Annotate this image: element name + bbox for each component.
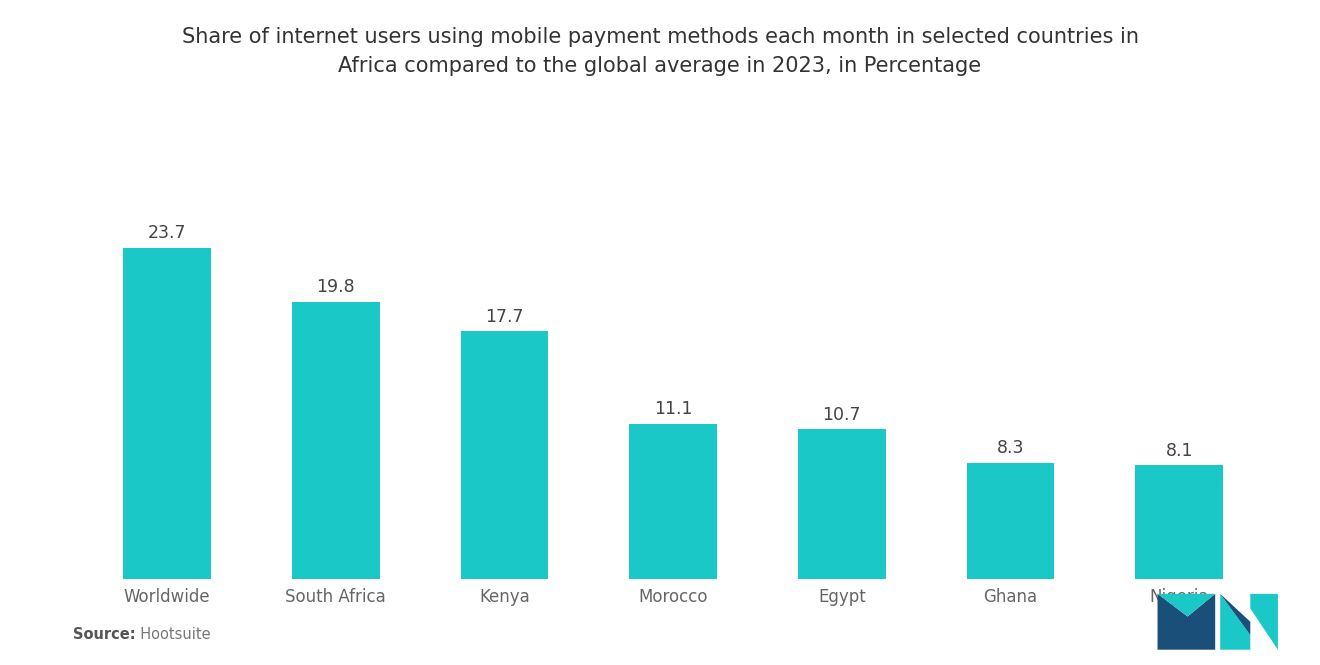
- Bar: [966, 463, 1055, 579]
- Polygon shape: [1158, 594, 1216, 650]
- Text: 23.7: 23.7: [148, 224, 186, 242]
- Bar: [799, 429, 886, 579]
- Text: Hootsuite: Hootsuite: [131, 626, 210, 642]
- Text: 19.8: 19.8: [317, 279, 355, 297]
- Polygon shape: [1158, 594, 1216, 616]
- Text: 8.1: 8.1: [1166, 442, 1193, 460]
- Bar: [123, 247, 211, 579]
- Text: 17.7: 17.7: [486, 308, 524, 326]
- Bar: [1135, 465, 1224, 579]
- Polygon shape: [1220, 594, 1278, 650]
- Text: Share of internet users using mobile payment methods each month in selected coun: Share of internet users using mobile pay…: [182, 27, 1138, 76]
- Text: 8.3: 8.3: [997, 439, 1024, 457]
- Text: Source:: Source:: [73, 626, 135, 642]
- Polygon shape: [1220, 594, 1250, 635]
- Bar: [292, 302, 380, 579]
- Bar: [461, 331, 548, 579]
- Text: 10.7: 10.7: [822, 406, 861, 424]
- Text: 11.1: 11.1: [653, 400, 693, 418]
- Bar: [630, 424, 717, 579]
